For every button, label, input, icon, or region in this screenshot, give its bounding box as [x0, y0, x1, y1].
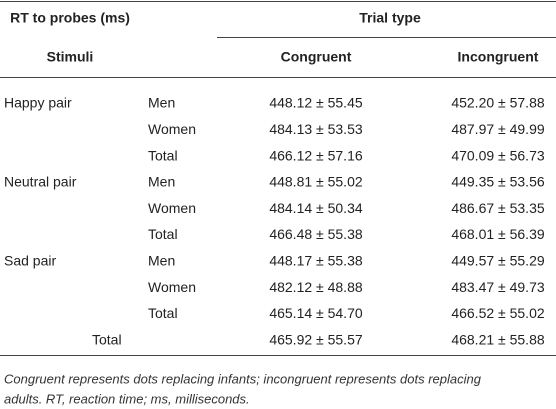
row-sub: Women [148, 121, 196, 137]
row-group: Total [92, 331, 122, 347]
header: Trial type [359, 10, 421, 26]
row-sub: Total [148, 226, 178, 242]
header: Incongruent [458, 49, 539, 65]
row-sub: Men [148, 95, 175, 111]
cell: 452.20 ± 57.88 [451, 95, 545, 111]
footnote: Congruent represents dots replacing infa… [4, 371, 482, 386]
header: Congruent [281, 49, 352, 65]
row-sub: Men [148, 174, 175, 190]
cell: 486.67 ± 53.35 [451, 200, 545, 216]
row-group: Happy pair [4, 95, 72, 111]
row-sub: Women [148, 279, 196, 295]
cell: 483.47 ± 49.73 [451, 279, 545, 295]
row-sub: Total [148, 305, 178, 321]
cell: 465.14 ± 54.70 [269, 305, 363, 321]
header: RT to probes (ms) [10, 10, 130, 26]
footnote: adults. RT, reaction time; ms, milliseco… [4, 391, 250, 406]
cell: 484.14 ± 50.34 [269, 200, 363, 216]
row-sub: Women [148, 200, 196, 216]
cell: 468.21 ± 55.88 [451, 331, 545, 347]
row-sub: Men [148, 253, 175, 269]
cell: 487.97 ± 49.99 [451, 121, 545, 137]
cell: 448.81 ± 55.02 [269, 174, 363, 190]
cell: 448.12 ± 55.45 [269, 95, 363, 111]
cell: 484.13 ± 53.53 [269, 121, 363, 137]
cell: 482.12 ± 48.88 [269, 279, 363, 295]
cell: 466.52 ± 55.02 [451, 305, 545, 321]
cell: 449.35 ± 53.56 [451, 174, 545, 190]
row-group: Sad pair [4, 253, 56, 269]
header: Stimuli [47, 49, 94, 65]
cell: 468.01 ± 56.39 [451, 226, 545, 242]
cell: 466.12 ± 57.16 [269, 147, 363, 163]
cell: 466.48 ± 55.38 [269, 226, 363, 242]
row-group: Neutral pair [4, 174, 77, 190]
cell: 470.09 ± 56.73 [451, 147, 545, 163]
cell: 448.17 ± 55.38 [269, 253, 363, 269]
cell: 449.57 ± 55.29 [451, 253, 545, 269]
row-sub: Total [148, 147, 178, 163]
cell: 465.92 ± 55.57 [269, 331, 363, 347]
